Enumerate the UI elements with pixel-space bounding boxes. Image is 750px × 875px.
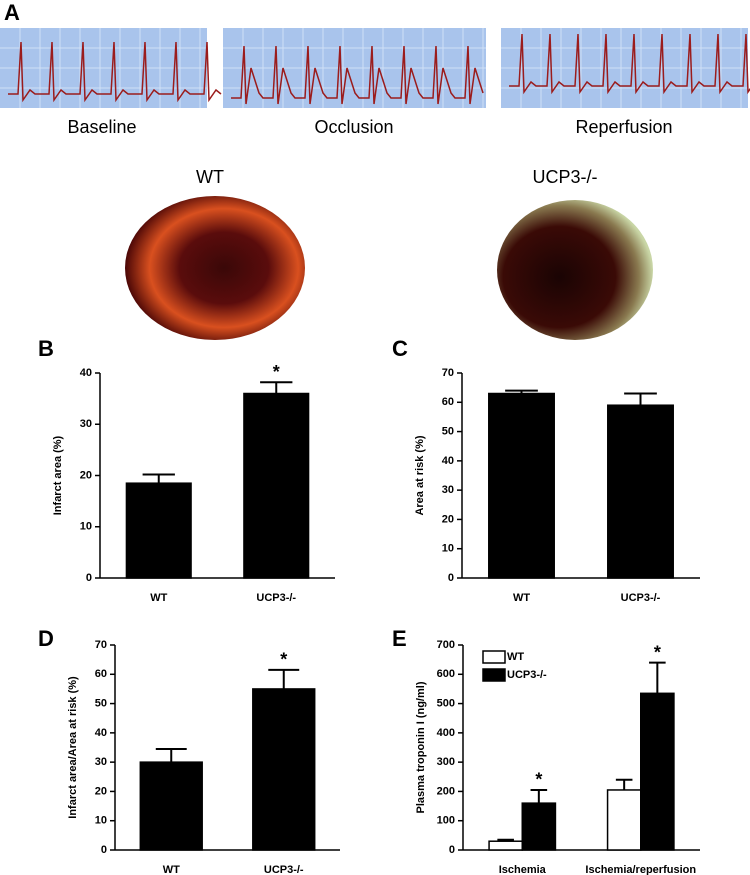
y-tick-label: 10 — [95, 815, 107, 827]
ecg-trace — [8, 41, 222, 103]
y-tick-label: 0 — [449, 844, 455, 856]
y-tick-label: 500 — [437, 697, 455, 709]
y-tick-label: 30 — [80, 418, 92, 430]
trace-label: Reperfusion — [575, 117, 672, 137]
x-tick-label: WT — [513, 592, 530, 604]
y-axis-label: Infarct area (%) — [52, 435, 64, 515]
ecg-trace — [509, 33, 750, 95]
y-axis-label: Plasma troponin I (ng/ml) — [415, 681, 427, 813]
y-axis-label: Infarct area/Area at risk (%) — [67, 676, 79, 819]
bar — [125, 482, 192, 579]
x-tick-label: UCP3-/- — [621, 592, 661, 604]
trace-label: Baseline — [67, 117, 136, 137]
panel-label: A — [4, 0, 20, 25]
y-tick-label: 60 — [442, 396, 454, 408]
significance: * — [273, 362, 280, 382]
y-tick-label: 300 — [437, 756, 455, 768]
panel-label: E — [392, 626, 407, 651]
x-tick-label: UCP3-/- — [264, 864, 304, 875]
y-axis-label: Area at risk (%) — [414, 435, 426, 515]
x-tick-label: Ischemia/reperfusion — [585, 864, 696, 875]
ecg-trace — [231, 45, 484, 105]
y-tick-label: 70 — [95, 639, 107, 651]
y-tick-label: 10 — [80, 521, 92, 533]
heart-label: UCP3-/- — [532, 167, 597, 187]
x-tick-label: Ischemia — [499, 864, 547, 875]
legend-swatch — [482, 650, 506, 664]
heart-image — [497, 200, 653, 340]
significance: * — [654, 642, 661, 662]
legend-label: UCP3-/- — [507, 669, 547, 681]
bar — [139, 761, 203, 851]
y-tick-label: 20 — [80, 469, 92, 481]
x-tick-label: WT — [150, 592, 167, 604]
bar — [640, 692, 675, 851]
x-tick-label: WT — [163, 864, 180, 875]
significance: * — [535, 770, 542, 790]
y-tick-label: 50 — [95, 697, 107, 709]
legend-swatch — [482, 668, 506, 682]
legend-label: WT — [507, 651, 524, 663]
y-tick-label: 30 — [442, 484, 454, 496]
bar — [521, 802, 557, 851]
trace-label: Occlusion — [314, 117, 393, 137]
panel-label: C — [392, 336, 408, 361]
bar — [488, 840, 524, 851]
y-tick-label: 200 — [437, 785, 455, 797]
y-tick-label: 600 — [437, 668, 455, 680]
y-tick-label: 40 — [95, 727, 107, 739]
y-tick-label: 60 — [95, 668, 107, 680]
heart-image — [125, 196, 305, 340]
y-tick-label: 20 — [95, 785, 107, 797]
bar — [607, 404, 674, 579]
panel-label: B — [38, 336, 54, 361]
bar — [606, 789, 642, 851]
bar — [252, 688, 316, 851]
y-tick-label: 40 — [80, 367, 92, 379]
x-tick-label: UCP3-/- — [256, 592, 296, 604]
y-tick-label: 100 — [437, 815, 455, 827]
heart-label: WT — [196, 167, 224, 187]
bar — [488, 392, 555, 579]
y-tick-label: 40 — [442, 455, 454, 467]
y-tick-label: 70 — [442, 367, 454, 379]
y-tick-label: 0 — [101, 844, 107, 856]
y-tick-label: 0 — [86, 572, 92, 584]
ecg-strips — [0, 28, 750, 108]
y-tick-label: 50 — [442, 425, 454, 437]
panel-label: D — [38, 626, 54, 651]
y-tick-label: 0 — [448, 572, 454, 584]
significance: * — [280, 650, 287, 670]
y-tick-label: 10 — [442, 543, 454, 555]
y-tick-label: 400 — [437, 727, 455, 739]
y-tick-label: 700 — [437, 639, 455, 651]
bar — [243, 392, 310, 579]
y-tick-label: 30 — [95, 756, 107, 768]
y-tick-label: 20 — [442, 513, 454, 525]
